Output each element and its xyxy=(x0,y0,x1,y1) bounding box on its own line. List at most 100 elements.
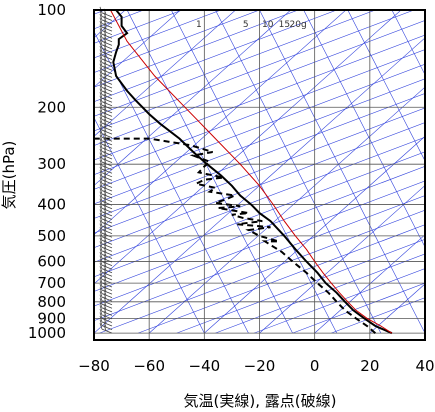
wind-barb xyxy=(99,124,113,135)
wind-barb xyxy=(99,13,113,25)
wind-barb xyxy=(99,102,113,114)
wind-barb xyxy=(99,166,113,178)
wind-barb xyxy=(99,241,113,252)
wind-barb xyxy=(99,17,113,28)
x-tick-labels: −80 −60 −40 −20 0 20 40 xyxy=(78,357,434,375)
moist-adiabat-line xyxy=(94,122,425,248)
wind-barb xyxy=(99,156,113,167)
moist-adiabat-line xyxy=(99,209,425,334)
wind-barb xyxy=(99,216,113,227)
wind-barb xyxy=(99,45,113,57)
moist-adiabat-line xyxy=(94,107,425,234)
moist-adiabat-line xyxy=(94,10,337,103)
x-tick-label: 20 xyxy=(360,357,379,375)
dry-adiabat-line xyxy=(259,185,425,334)
wind-barb xyxy=(99,191,113,203)
wind-barb xyxy=(99,92,113,103)
moist-adiabat-line xyxy=(94,10,144,30)
wind-barb xyxy=(99,198,113,210)
wind-barb xyxy=(99,134,113,146)
mixing-ratio-label: 20g xyxy=(290,20,307,30)
wind-barb xyxy=(99,141,113,153)
wind-barb xyxy=(99,305,113,316)
wind-barb xyxy=(99,291,113,302)
wind-barb xyxy=(99,237,113,249)
wind-barb xyxy=(99,77,113,89)
dry-adiabat-line xyxy=(424,332,425,334)
moist-adiabat-line xyxy=(94,151,425,278)
wind-barb xyxy=(99,70,113,82)
moist-adiabat-line xyxy=(94,166,425,292)
wind-barb xyxy=(99,145,113,156)
x-tick-label: 40 xyxy=(415,357,434,375)
wind-barb xyxy=(99,21,113,32)
wind-barb xyxy=(99,227,113,238)
wind-barb xyxy=(99,60,113,71)
wind-barb xyxy=(99,283,113,295)
moist-adiabat-line xyxy=(138,224,425,334)
moist-adiabat-line xyxy=(94,136,425,263)
wind-barb xyxy=(99,99,113,110)
isotherm-line xyxy=(259,10,425,334)
wind-barb xyxy=(99,170,113,181)
y-axis-label: 気圧(hPa) xyxy=(0,141,18,210)
wind-barb xyxy=(99,276,113,288)
wind-barb xyxy=(99,209,113,220)
wind-barb xyxy=(99,259,113,270)
x-tick-label: −60 xyxy=(133,357,165,375)
wind-barb xyxy=(99,49,113,60)
moist-adiabat-line xyxy=(94,195,425,321)
temperature-line xyxy=(112,10,393,335)
wind-barb xyxy=(99,319,113,330)
wind-barb xyxy=(99,163,113,174)
wind-barb xyxy=(99,116,113,128)
isotherm-line xyxy=(126,10,293,334)
y-tick-label: 1000 xyxy=(28,324,66,342)
moist-adiabat-line xyxy=(94,10,183,44)
wind-barb xyxy=(99,63,113,75)
wind-barb xyxy=(99,223,113,235)
wind-barb xyxy=(99,294,113,306)
mixing-ratio-label: 1 xyxy=(196,20,202,30)
mixing-ratio-label: 5 xyxy=(243,20,249,30)
wind-barb xyxy=(99,195,113,206)
wind-barb xyxy=(99,230,113,242)
isotherm-line xyxy=(94,117,205,334)
wind-barb xyxy=(99,31,113,43)
wind-barb xyxy=(99,127,113,139)
isotherm-line xyxy=(215,10,382,334)
wind-barb xyxy=(99,138,113,149)
wind-barb xyxy=(99,212,113,224)
wind-barb xyxy=(99,131,113,142)
moist-adiabat-line xyxy=(94,34,425,161)
wind-barb xyxy=(99,280,113,291)
wind-barb xyxy=(99,28,113,39)
moist-adiabat-line xyxy=(94,20,425,146)
wind-barb xyxy=(99,184,113,195)
wind-barb xyxy=(99,95,113,107)
x-tick-label: −80 xyxy=(78,357,110,375)
y-tick-label: 500 xyxy=(37,227,66,245)
isotherm-line xyxy=(347,10,425,162)
wind-barb xyxy=(99,173,113,185)
grid-lines xyxy=(94,10,425,340)
wind-barb xyxy=(99,180,113,192)
wind-barb xyxy=(99,308,113,320)
wind-barbs xyxy=(99,6,113,334)
mixing-ratio-labels: 1 5 10 15 20g xyxy=(196,20,307,30)
moist-adiabat-line xyxy=(94,10,376,117)
wind-barb xyxy=(99,262,113,274)
wind-barb xyxy=(99,266,113,277)
wind-barb xyxy=(99,251,113,263)
wind-barb xyxy=(99,159,113,171)
isotherm-line xyxy=(94,30,249,334)
moist-adiabat-line xyxy=(215,253,425,334)
y-tick-label: 800 xyxy=(37,293,66,311)
wind-barb xyxy=(99,177,113,188)
wind-barb xyxy=(99,74,113,85)
isotherm-line xyxy=(303,10,425,248)
y-tick-label: 300 xyxy=(37,155,66,173)
x-tick-label: −20 xyxy=(244,357,276,375)
moist-adiabat-line xyxy=(94,49,425,176)
